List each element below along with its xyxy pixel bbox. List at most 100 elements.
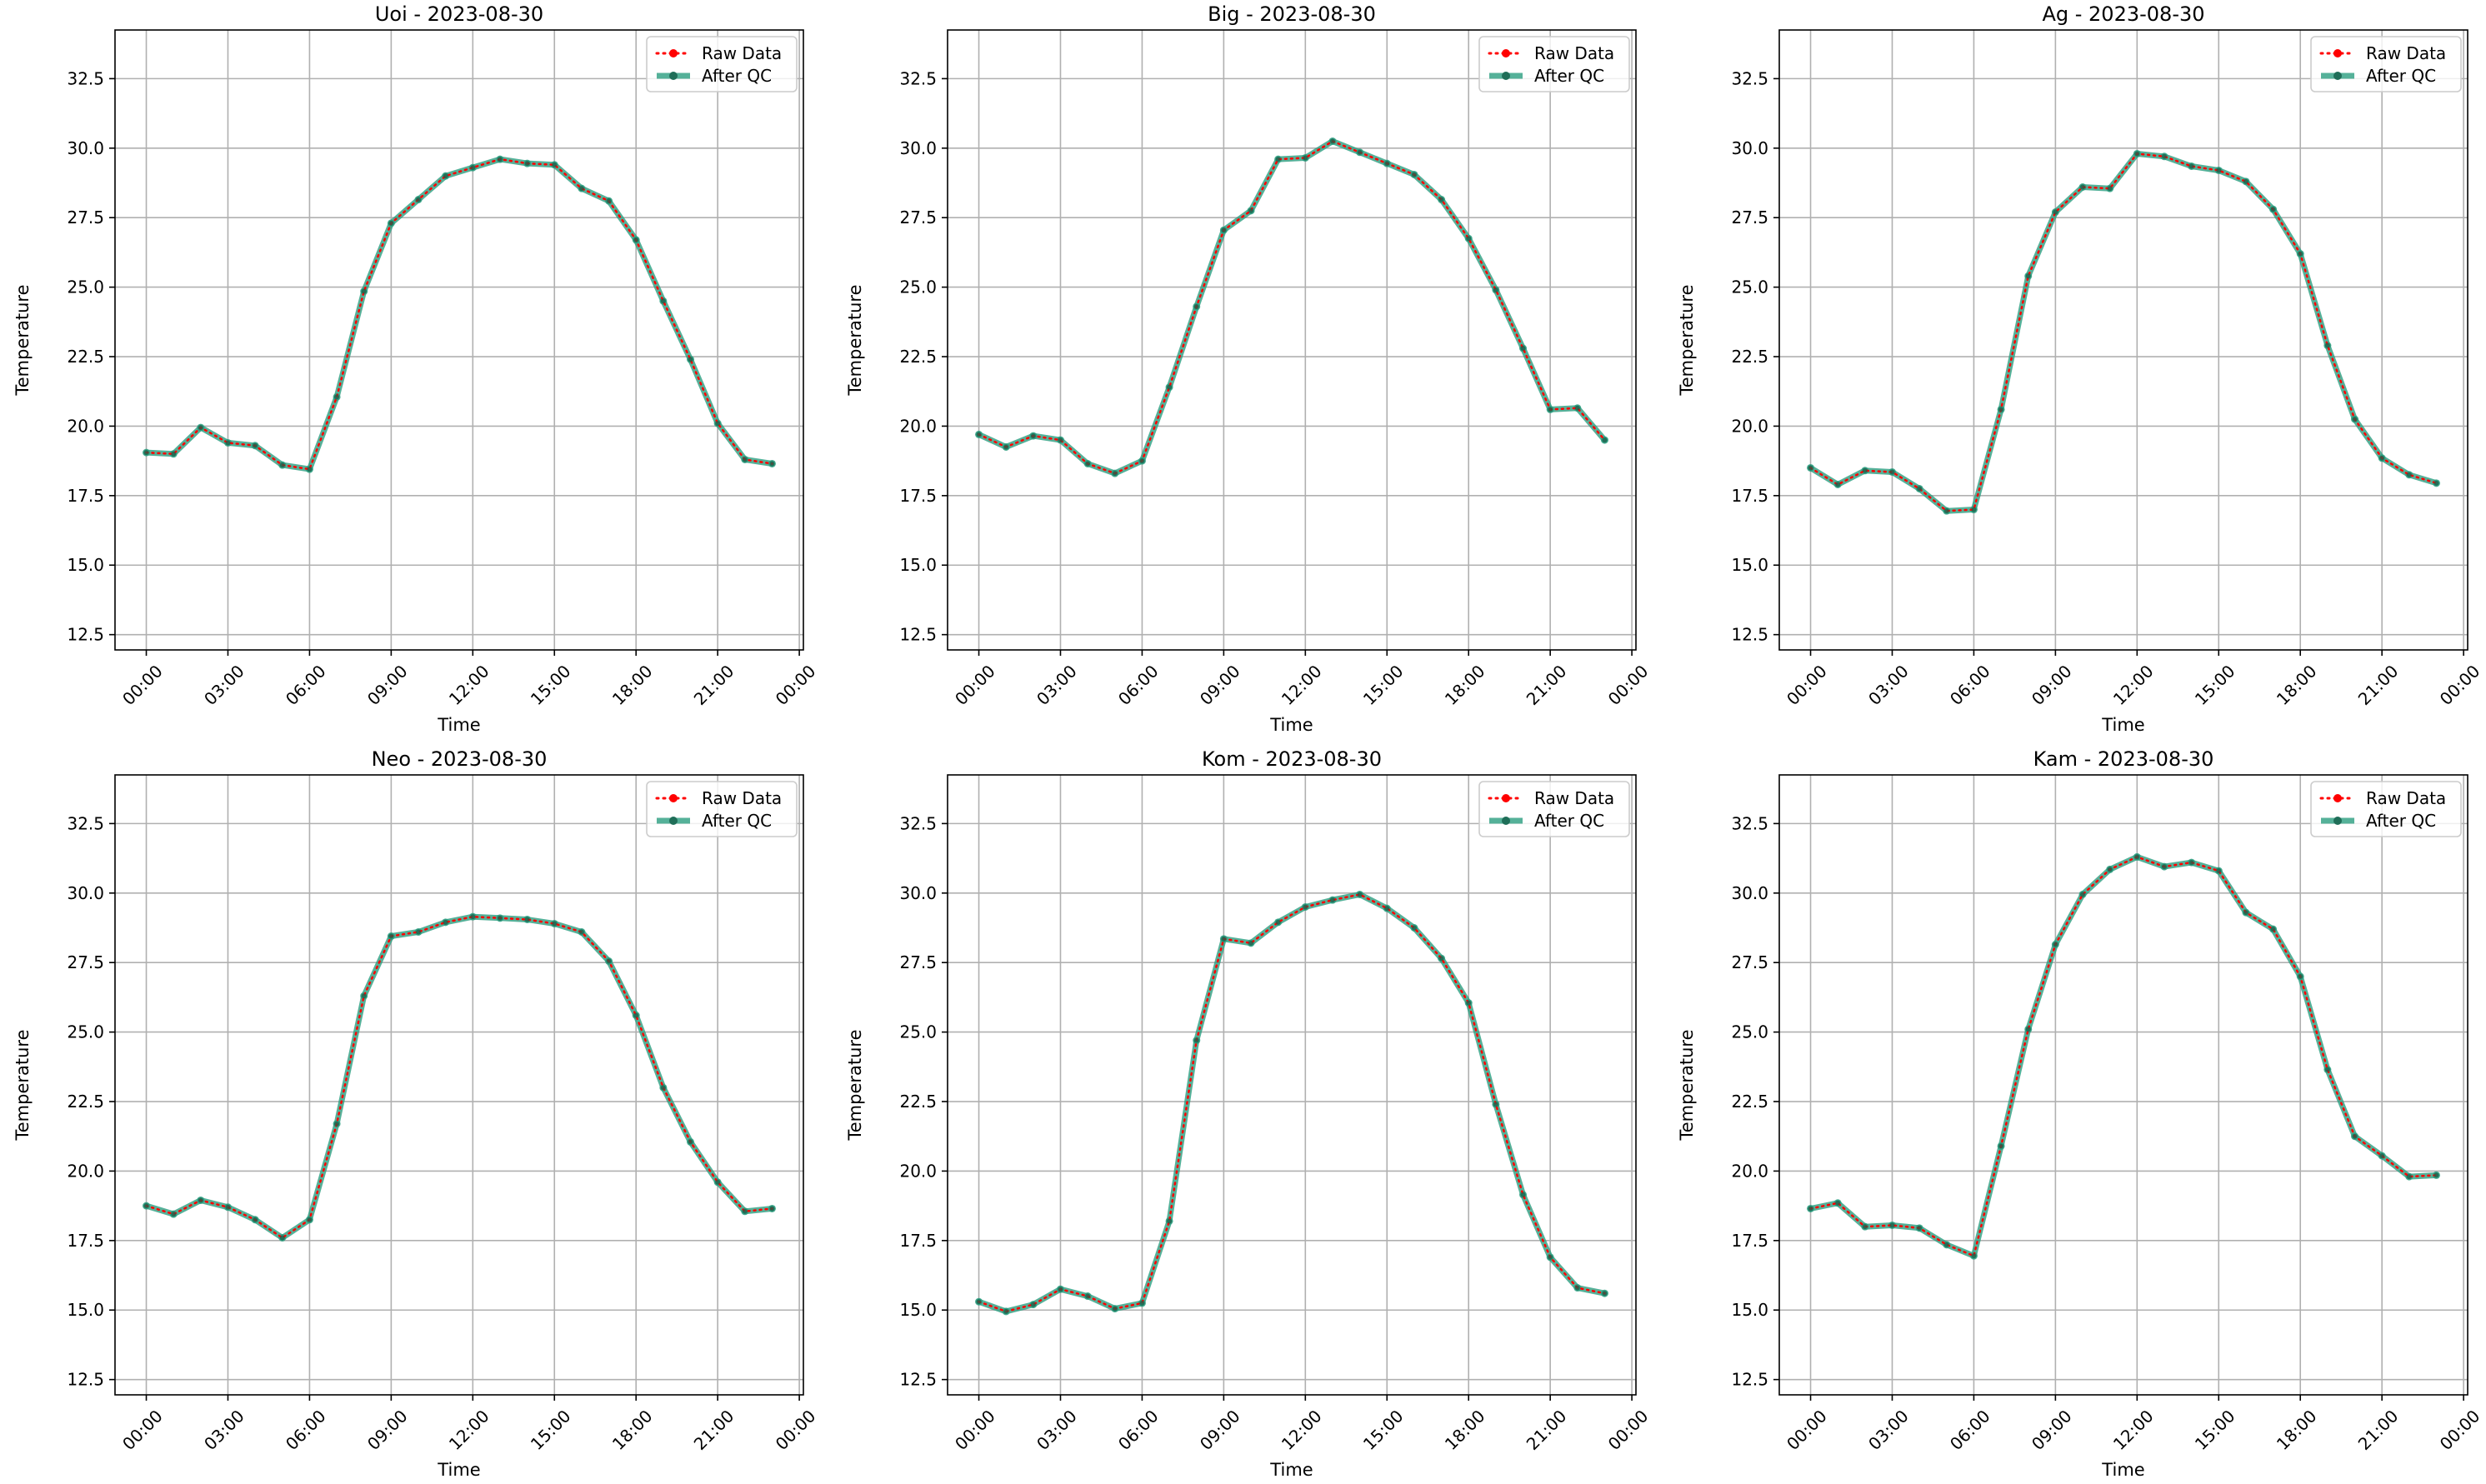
chart-panel: 12.5 15.0 17.5 20.0 22.5 25.0 27.5 30.0 32.5 00:0… [1677,747,2483,1480]
legend: Raw Data After QC [646,36,798,92]
y-tick-label: 20.0 [67,416,104,436]
raw-data-point [1971,1253,1977,1259]
legend-label-raw-data: Raw Data [702,43,782,63]
legend-after-qc-marker [1502,817,1510,825]
x-tick-label: 18:00 [1441,661,1489,709]
raw-data-point [1520,346,1526,352]
axes-frame [1778,774,2468,1396]
y-tick-label: 20.0 [67,1161,104,1181]
x-tick-label: 00:00 [1604,1406,1653,1454]
series-line-after-qc [976,892,1608,1315]
y-axis-label: Temperature [845,1029,865,1141]
raw-data-point [1167,384,1173,390]
y-tick-label: 30.0 [899,138,937,158]
legend-label-after-qc: After QC [2366,66,2436,86]
x-tick-label: 06:00 [1114,1406,1163,1454]
y-tick-label: 27.5 [899,952,937,972]
axes-frame [1778,29,2468,651]
raw-data-point [1466,1000,1472,1006]
chart-panel: 12.5 15.0 17.5 20.0 22.5 25.0 27.5 30.0 32.5 00:0… [13,2,819,735]
x-tick-label: 12:00 [2109,1406,2158,1454]
raw-data-point [524,917,530,922]
x-tick-label: 00:00 [772,661,820,709]
series-line-after-qc [976,138,1608,477]
raw-data-point [715,1179,721,1185]
raw-data-point [307,467,313,472]
chart-panel: 12.5 15.0 17.5 20.0 22.5 25.0 27.5 30.0 32.5 00:0… [1677,2,2483,735]
y-tick-label: 30.0 [67,883,104,903]
raw-data-point [307,1217,313,1222]
raw-data-point [1438,197,1444,202]
chart-panel: 12.5 15.0 17.5 20.0 22.5 25.0 27.5 30.0 32.5 00:0… [845,747,1652,1480]
y-axis-label: Temperature [1677,1029,1697,1141]
x-tick-label: 00:00 [951,661,999,709]
legend-raw-data-marker [2333,794,2342,802]
raw-data-point [334,394,340,400]
raw-data-point [1862,467,1868,473]
x-tick-label: 12:00 [445,661,493,709]
x-tick-label: 00:00 [2436,1406,2484,1454]
raw-data-point [225,440,231,446]
legend-after-qc-marker [2333,72,2342,80]
raw-data-point [1303,904,1308,910]
raw-data-point [578,186,584,192]
x-tick-label: 00:00 [1604,661,1653,709]
raw-data-point [769,1206,775,1212]
legend-label-after-qc: After QC [702,811,772,831]
y-tick-label: 17.5 [1731,1231,1768,1251]
chart-title: Neo - 2023-08-30 [372,747,548,771]
raw-data-point [524,161,530,167]
y-tick-label: 15.0 [899,555,937,575]
y-tick-label: 22.5 [899,1092,937,1112]
y-tick-label: 15.0 [899,1300,937,1320]
x-tick-label: 21:00 [2354,661,2403,709]
raw-data-point [1003,444,1009,450]
legend-label-raw-data: Raw Data [2366,43,2446,63]
raw-data-point [1574,405,1580,411]
raw-data-point [1329,138,1335,144]
raw-data-point [1085,1293,1091,1299]
series-line-after-qc [143,913,775,1241]
y-tick-label: 27.5 [67,952,104,972]
raw-data-point [1411,172,1417,177]
x-tick-label: 15:00 [1359,1406,1408,1454]
raw-data-point [279,462,285,468]
raw-data-point [1384,161,1390,167]
raw-data-point [1548,1254,1553,1260]
raw-data-point [1248,207,1254,213]
y-tick-label: 15.0 [67,555,104,575]
raw-data-point [1357,149,1363,155]
raw-data-point [1466,236,1472,242]
raw-data-point [1493,1102,1498,1107]
y-tick-label: 17.5 [67,486,104,506]
raw-data-point [1862,1224,1868,1230]
raw-data-point [279,1235,285,1241]
series-line-raw-data [145,915,773,1240]
x-axis-label: Time [2101,1460,2144,1480]
y-tick-label: 22.5 [899,347,937,367]
raw-data-point [443,173,448,179]
raw-data-point [388,933,394,939]
raw-data-point [1889,469,1895,475]
x-tick-label: 15:00 [1359,661,1408,709]
raw-data-point [1303,155,1308,161]
raw-data-point [2161,864,2167,870]
raw-data-point [2107,186,2113,192]
x-axis-label: Time [2101,715,2144,735]
legend-after-qc-marker [2333,817,2342,825]
raw-data-point [2433,1172,2439,1178]
raw-data-point [1943,1242,1949,1247]
axes-frame [947,774,1637,1396]
y-tick-label: 22.5 [67,1092,104,1112]
legend-after-qc-marker [669,72,678,80]
x-axis-label: Time [437,715,480,735]
y-tick-label: 27.5 [67,207,104,227]
axes-frame [114,774,804,1396]
raw-data-point [1058,1287,1063,1292]
raw-data-point [2324,342,2330,348]
raw-data-point [2216,868,2222,874]
x-tick-label: 21:00 [1523,1406,1571,1454]
raw-data-point [1998,407,2004,412]
legend-label-raw-data: Raw Data [1534,43,1614,63]
